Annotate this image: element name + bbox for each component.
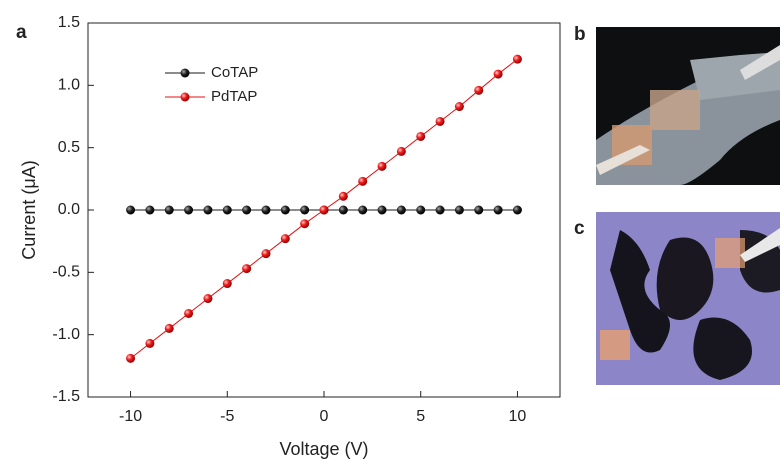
data-point [280, 234, 290, 244]
micrograph-b [596, 27, 780, 185]
data-point [184, 308, 194, 318]
data-point [358, 176, 368, 186]
panel-label: a [16, 22, 27, 43]
data-point [416, 205, 426, 215]
legend-marker [180, 68, 190, 78]
data-point [300, 205, 310, 215]
data-point [338, 205, 348, 215]
y-axis-label: Current (μA) [19, 160, 39, 259]
data-point [474, 205, 484, 215]
data-point [454, 102, 464, 112]
legend-label: PdTAP [211, 88, 257, 105]
data-point [512, 205, 522, 215]
panel-label: c [574, 218, 585, 239]
x-tick-label: 5 [416, 408, 425, 425]
data-point [435, 116, 445, 126]
data-point [280, 205, 290, 215]
data-point [164, 205, 174, 215]
data-point [242, 205, 252, 215]
data-point [512, 54, 522, 64]
y-tick-label: -1.5 [52, 388, 80, 405]
data-point [396, 146, 406, 156]
y-tick-label: 1.0 [58, 77, 80, 94]
panel-label: b [574, 24, 586, 45]
y-tick-label: 0.0 [58, 201, 80, 218]
data-point [474, 85, 484, 95]
data-point [493, 69, 503, 79]
data-point [396, 205, 406, 215]
data-point [319, 205, 329, 215]
data-point [377, 205, 387, 215]
data-point [203, 294, 213, 304]
data-point [493, 205, 503, 215]
data-point [338, 191, 348, 201]
x-axis-label: Voltage (V) [279, 439, 368, 459]
data-point [454, 205, 464, 215]
data-point [377, 161, 387, 171]
data-point [164, 323, 174, 333]
data-point [203, 205, 213, 215]
data-point [222, 205, 232, 215]
x-tick-label: -10 [119, 408, 142, 425]
data-point [300, 219, 310, 229]
legend-marker [180, 92, 190, 102]
data-point [126, 205, 136, 215]
y-tick-label: 0.5 [58, 139, 80, 156]
data-point [261, 205, 271, 215]
x-tick-label: 0 [320, 408, 329, 425]
x-tick-label: -5 [220, 408, 234, 425]
y-tick-label: -1.0 [52, 326, 80, 343]
data-point [222, 279, 232, 289]
micrograph-c [596, 212, 780, 385]
data-point [416, 131, 426, 141]
data-point [358, 205, 368, 215]
data-point [126, 353, 136, 363]
data-point [145, 205, 155, 215]
data-point [261, 249, 271, 259]
y-tick-label: 1.5 [58, 14, 80, 31]
x-tick-label: 10 [509, 408, 527, 425]
legend-label: CoTAP [211, 64, 258, 81]
y-tick-label: -0.5 [52, 264, 80, 281]
data-point [242, 264, 252, 274]
data-point [184, 205, 194, 215]
data-point [145, 338, 155, 348]
data-point [435, 205, 445, 215]
